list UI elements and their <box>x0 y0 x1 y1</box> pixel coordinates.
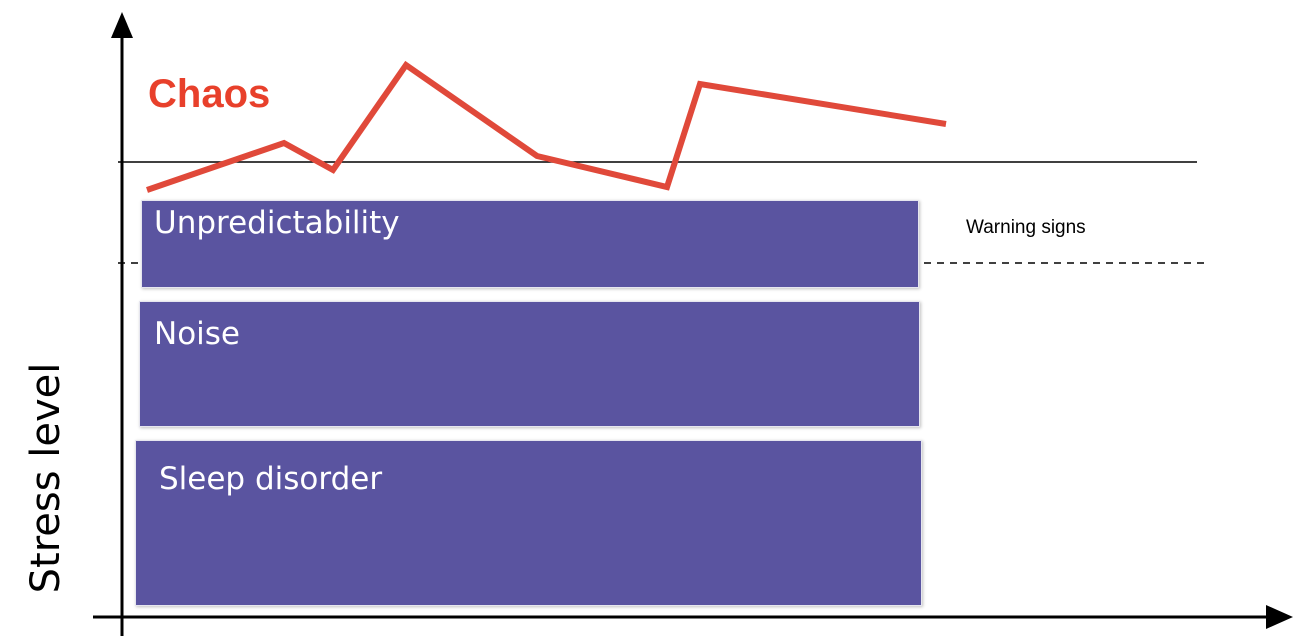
chaos-line <box>146 60 947 193</box>
x-axis-arrow-icon <box>1266 605 1293 629</box>
warning-signs-label: Warning signs <box>966 217 1086 238</box>
sleep-disorder-label: Sleep disorder <box>159 461 383 497</box>
unpredictability-label: Unpredictability <box>154 205 400 241</box>
y-axis-label: Stress level <box>23 362 69 594</box>
noise-box: Noise <box>139 301 920 427</box>
y-axis-arrow-icon <box>111 12 133 38</box>
noise-label: Noise <box>154 316 240 352</box>
sleep-disorder-box: Sleep disorder <box>135 440 922 606</box>
unpredictability-box: Unpredictability <box>141 200 919 288</box>
chaos-label: Chaos <box>148 72 271 116</box>
